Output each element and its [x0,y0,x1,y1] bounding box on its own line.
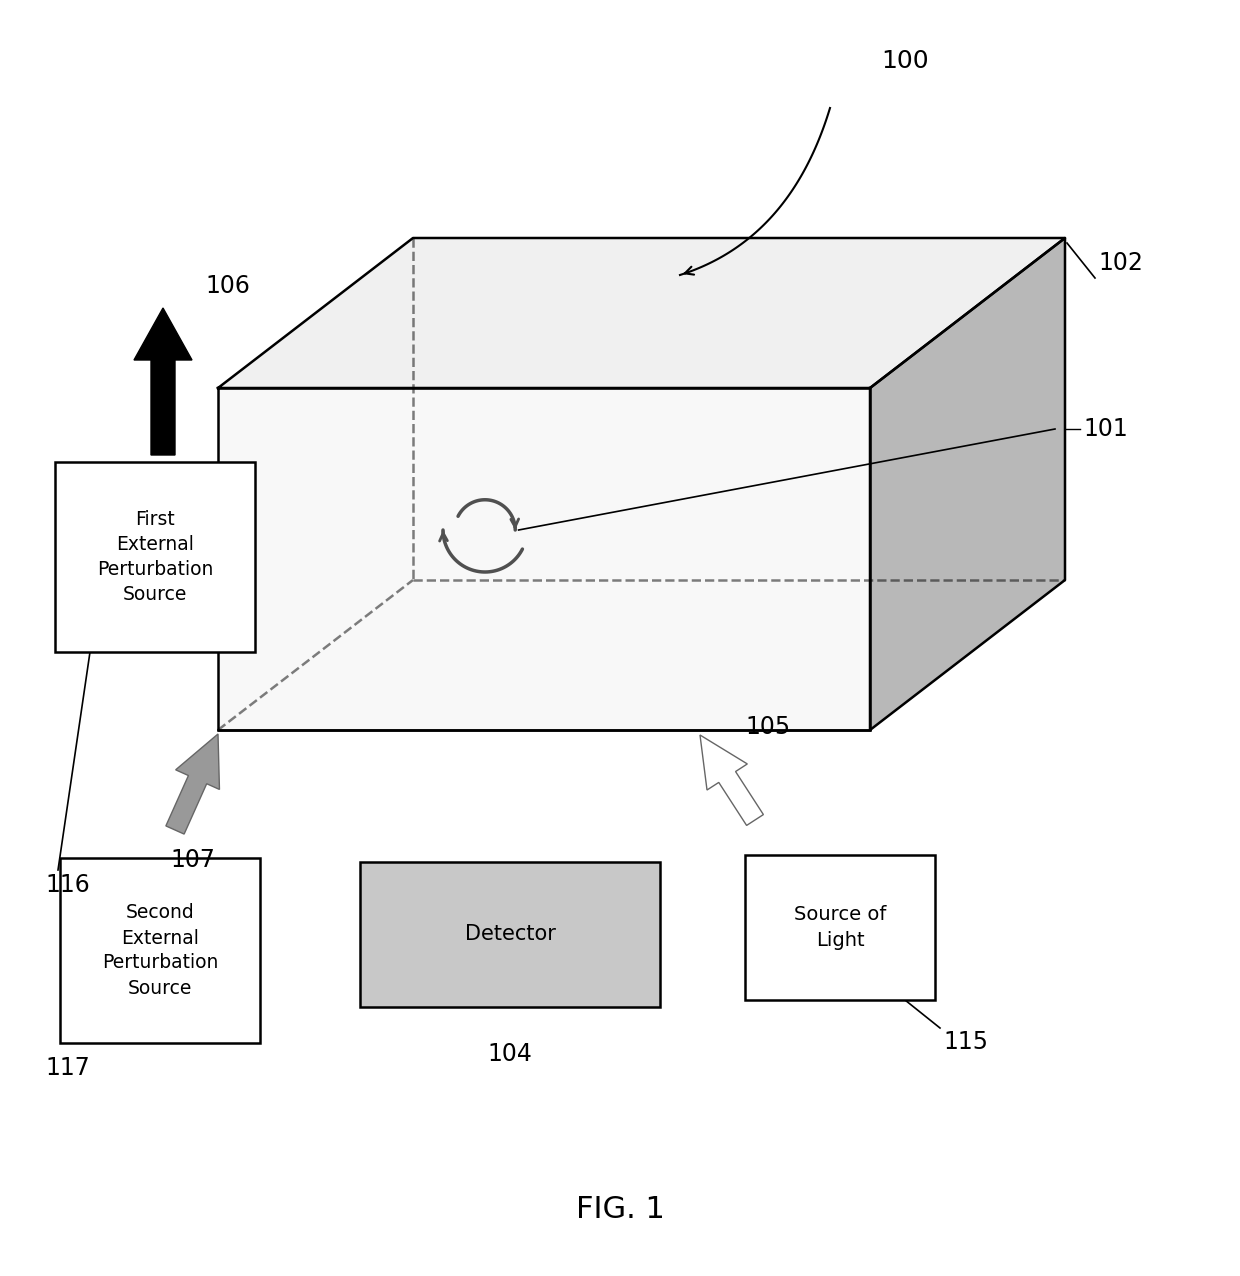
Text: 115: 115 [942,1030,988,1054]
Bar [360,863,660,1007]
Text: Source of
Light: Source of Light [794,906,887,949]
FancyArrow shape [701,735,764,826]
Text: FIG. 1: FIG. 1 [575,1196,665,1225]
Polygon shape [870,239,1065,730]
Text: Second
External
Perturbation
Source: Second External Perturbation Source [102,903,218,998]
Polygon shape [218,388,870,730]
Text: 100: 100 [882,48,929,73]
Text: 102: 102 [1097,251,1143,276]
Text: 107: 107 [170,849,215,872]
Text: First
External
Perturbation
Source: First External Perturbation Source [97,510,213,604]
Text: 105: 105 [745,715,790,739]
Text: Detector: Detector [465,925,556,944]
Bar [55,462,255,652]
FancyArrow shape [134,308,192,456]
Bar [60,857,260,1042]
Text: 106: 106 [205,274,250,299]
FancyArrow shape [166,734,219,835]
Text: 104: 104 [487,1042,532,1065]
Bar [745,855,935,1000]
Polygon shape [218,239,1065,388]
Text: 117: 117 [45,1057,89,1079]
Text: 116: 116 [45,873,89,897]
Text: 101: 101 [1083,417,1127,441]
